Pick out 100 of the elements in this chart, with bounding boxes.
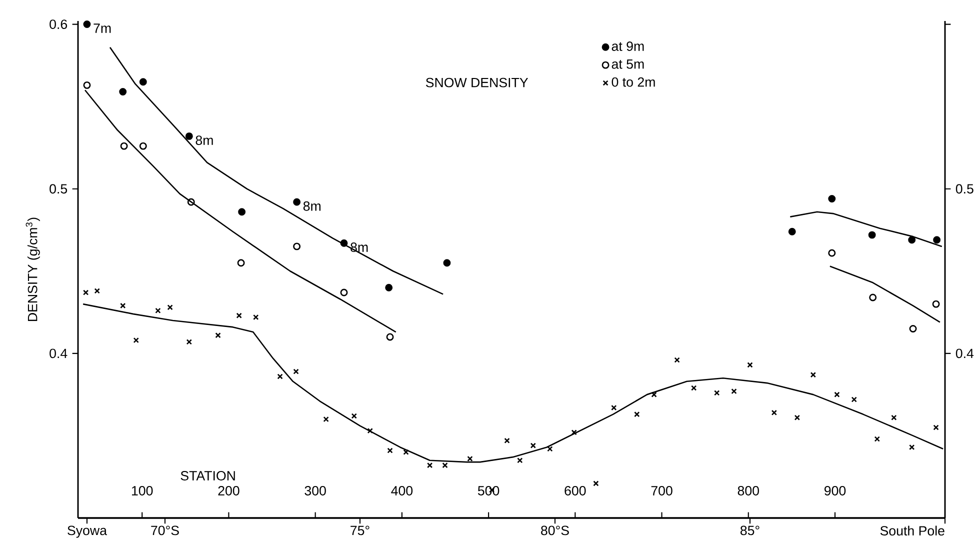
x2-tick-label: 600 (564, 486, 586, 496)
point (277, 374, 283, 380)
point (238, 208, 246, 216)
point (851, 396, 857, 402)
point (467, 456, 473, 462)
x-tick-label: 80°S (541, 526, 569, 536)
point (323, 416, 329, 422)
point (293, 368, 299, 374)
y-axis-title: DENSITY (g/cm$^{3}$) (26, 218, 40, 321)
y2-tick-label: 0.4 (956, 348, 974, 358)
x2-tick-label: 400 (391, 486, 413, 496)
point (139, 78, 147, 86)
point (133, 337, 139, 344)
x2-tick-label: 700 (651, 486, 672, 496)
point (593, 480, 599, 486)
point (237, 259, 245, 267)
point (385, 284, 393, 292)
point (386, 333, 394, 341)
point (517, 458, 523, 464)
point (909, 324, 917, 332)
point (714, 390, 720, 396)
point (340, 288, 348, 296)
point (186, 339, 192, 345)
point (828, 194, 836, 202)
point (185, 132, 193, 140)
point (611, 404, 617, 411)
y-tick-label: 0.4 (50, 348, 68, 358)
point (932, 300, 940, 308)
point (119, 88, 127, 96)
point (340, 239, 348, 247)
point (794, 414, 800, 420)
point (868, 231, 876, 239)
point (891, 414, 897, 420)
line-series (829, 266, 941, 323)
point (94, 288, 100, 294)
point (403, 449, 409, 455)
point (810, 372, 816, 378)
point (442, 462, 448, 468)
point (387, 448, 393, 454)
legend-label: at 9m (612, 42, 644, 51)
point (747, 362, 753, 368)
x-tick-label: Syowa (68, 526, 107, 538)
y-tick-label: 0.5 (50, 184, 68, 194)
x2-tick-label: 100 (132, 486, 153, 496)
point (571, 430, 577, 436)
x-tick-label: South Pole (880, 526, 944, 536)
x2-tick-label: 900 (824, 486, 846, 496)
point (690, 385, 697, 391)
point (933, 236, 941, 244)
point (187, 198, 195, 206)
point (293, 198, 301, 206)
point (155, 308, 161, 314)
line-series (789, 211, 943, 248)
point (253, 314, 259, 320)
point (236, 312, 242, 318)
text: SNOW DENSITY (426, 78, 528, 88)
annotation: 8m (303, 201, 320, 211)
point (120, 142, 128, 150)
point (120, 302, 126, 309)
annotation: 7m (94, 24, 111, 33)
x2-tick-label: 800 (738, 486, 759, 496)
point (828, 249, 836, 257)
point (634, 411, 640, 418)
point (547, 446, 553, 452)
y2-tick-label: 0.5 (956, 184, 974, 194)
point (788, 228, 796, 236)
point (504, 438, 510, 444)
point (731, 388, 737, 394)
point (908, 236, 916, 244)
point (367, 428, 373, 434)
point (909, 444, 915, 450)
x-tick-label: 75° (350, 526, 370, 536)
x2-tick-label: 200 (218, 486, 240, 496)
y-tick-label: 0.6 (50, 20, 68, 29)
point (83, 20, 91, 28)
point (869, 294, 877, 302)
point (82, 290, 89, 296)
x2-tick-label: 300 (304, 486, 326, 496)
point (771, 410, 778, 416)
point (426, 462, 433, 468)
annotation: 8m (196, 136, 213, 146)
point (351, 413, 357, 419)
point (834, 392, 840, 398)
point (674, 357, 680, 363)
annotation: 8m (350, 242, 368, 252)
point (215, 332, 221, 338)
legend-label: at 5m (612, 59, 644, 69)
legend-label: 0 to 2m (612, 77, 655, 87)
point (167, 304, 173, 310)
point (443, 259, 451, 267)
point (651, 392, 657, 398)
x2-axis-title: STATION (180, 471, 235, 480)
point (530, 442, 536, 448)
x-tick-label: 85° (740, 526, 760, 536)
point (83, 81, 91, 89)
point (293, 242, 301, 250)
point (933, 424, 939, 430)
point (874, 436, 880, 442)
point (139, 142, 147, 150)
x-tick-label: 70°S (151, 526, 179, 536)
